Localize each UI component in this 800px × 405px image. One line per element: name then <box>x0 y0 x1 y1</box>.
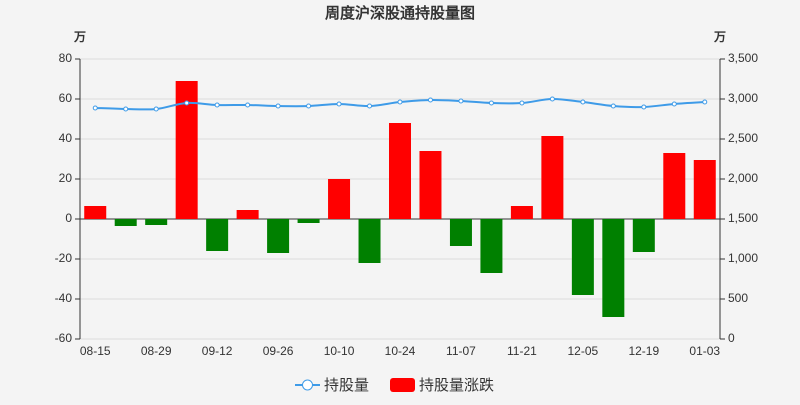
line-point <box>306 103 312 109</box>
line-point <box>153 106 159 112</box>
y-tick-label: 0 <box>65 211 72 225</box>
line-point <box>336 101 342 107</box>
x-tick-label: 09-26 <box>263 344 294 358</box>
chart-title: 周度沪深股通持股量图 <box>325 4 475 22</box>
bar <box>389 123 411 219</box>
x-tick-label: 08-29 <box>141 344 172 358</box>
bar <box>602 219 625 317</box>
y2-tick-label: 0 <box>728 331 735 345</box>
x-tick-label: 11-21 <box>507 344 537 358</box>
x-tick-label: 10-10 <box>324 344 355 358</box>
bar <box>328 179 351 219</box>
y2-tick-label: 2,500 <box>728 131 758 145</box>
bar <box>358 219 381 263</box>
line-point <box>123 106 129 112</box>
bar <box>571 219 594 295</box>
x-tick-label: 09-12 <box>202 344 233 358</box>
x-tick-label: 11-07 <box>446 344 476 358</box>
y-tick-label: 40 <box>59 131 73 145</box>
y-tick-label: 60 <box>59 91 73 105</box>
line-point <box>641 104 647 110</box>
legend-swatch <box>390 378 415 392</box>
legend-label: 持股量 <box>324 377 369 394</box>
y2-tick-label: 1,500 <box>728 211 758 225</box>
x-tick-label: 10-24 <box>385 344 416 358</box>
line-point <box>367 103 373 109</box>
line-point <box>702 99 708 105</box>
line-point <box>184 100 190 106</box>
y2-tick-label: 3,500 <box>728 51 758 65</box>
bar <box>236 210 259 219</box>
y2-tick-label: 1,000 <box>728 251 758 265</box>
line-point <box>488 100 494 106</box>
bar <box>145 219 168 225</box>
y-tick-label: 20 <box>59 171 73 185</box>
line-point <box>92 105 98 111</box>
y-tick-label: -40 <box>55 291 73 305</box>
x-tick-label: 01-03 <box>689 344 720 358</box>
x-tick-label: 08-15 <box>80 344 111 358</box>
bar <box>419 151 442 219</box>
line-point <box>458 98 464 104</box>
y2-tick-label: 2,000 <box>728 171 758 185</box>
line-point <box>245 102 251 108</box>
bar <box>267 219 290 253</box>
y2-unit: 万 <box>713 30 726 44</box>
line-point <box>427 97 433 103</box>
x-tick-label: 12-05 <box>568 344 599 358</box>
bar <box>84 206 107 219</box>
line-point <box>214 102 220 108</box>
bar <box>449 219 472 246</box>
bar <box>206 219 229 251</box>
bar <box>114 219 137 226</box>
bar <box>693 160 716 219</box>
bar <box>510 206 533 219</box>
y2-tick-label: 500 <box>728 291 748 305</box>
line-point <box>580 99 586 105</box>
bar <box>297 219 320 223</box>
line-point <box>519 100 525 106</box>
bar <box>480 219 503 273</box>
line-point <box>549 96 555 102</box>
bar <box>541 136 564 219</box>
y-tick-label: 80 <box>59 51 73 65</box>
y-unit: 万 <box>73 30 86 44</box>
x-tick-label: 12-19 <box>628 344 659 358</box>
bar <box>175 81 198 219</box>
bar <box>663 153 686 219</box>
line-point <box>610 103 616 109</box>
line-point <box>275 103 281 109</box>
y-tick-label: -60 <box>55 331 73 345</box>
legend-label: 持股量涨跌 <box>419 377 494 394</box>
line-point <box>397 99 403 105</box>
legend-marker <box>302 379 313 391</box>
bar <box>632 219 655 252</box>
y-tick-label: -20 <box>55 251 73 265</box>
line-point <box>671 101 677 107</box>
y2-tick-label: 3,000 <box>728 91 758 105</box>
